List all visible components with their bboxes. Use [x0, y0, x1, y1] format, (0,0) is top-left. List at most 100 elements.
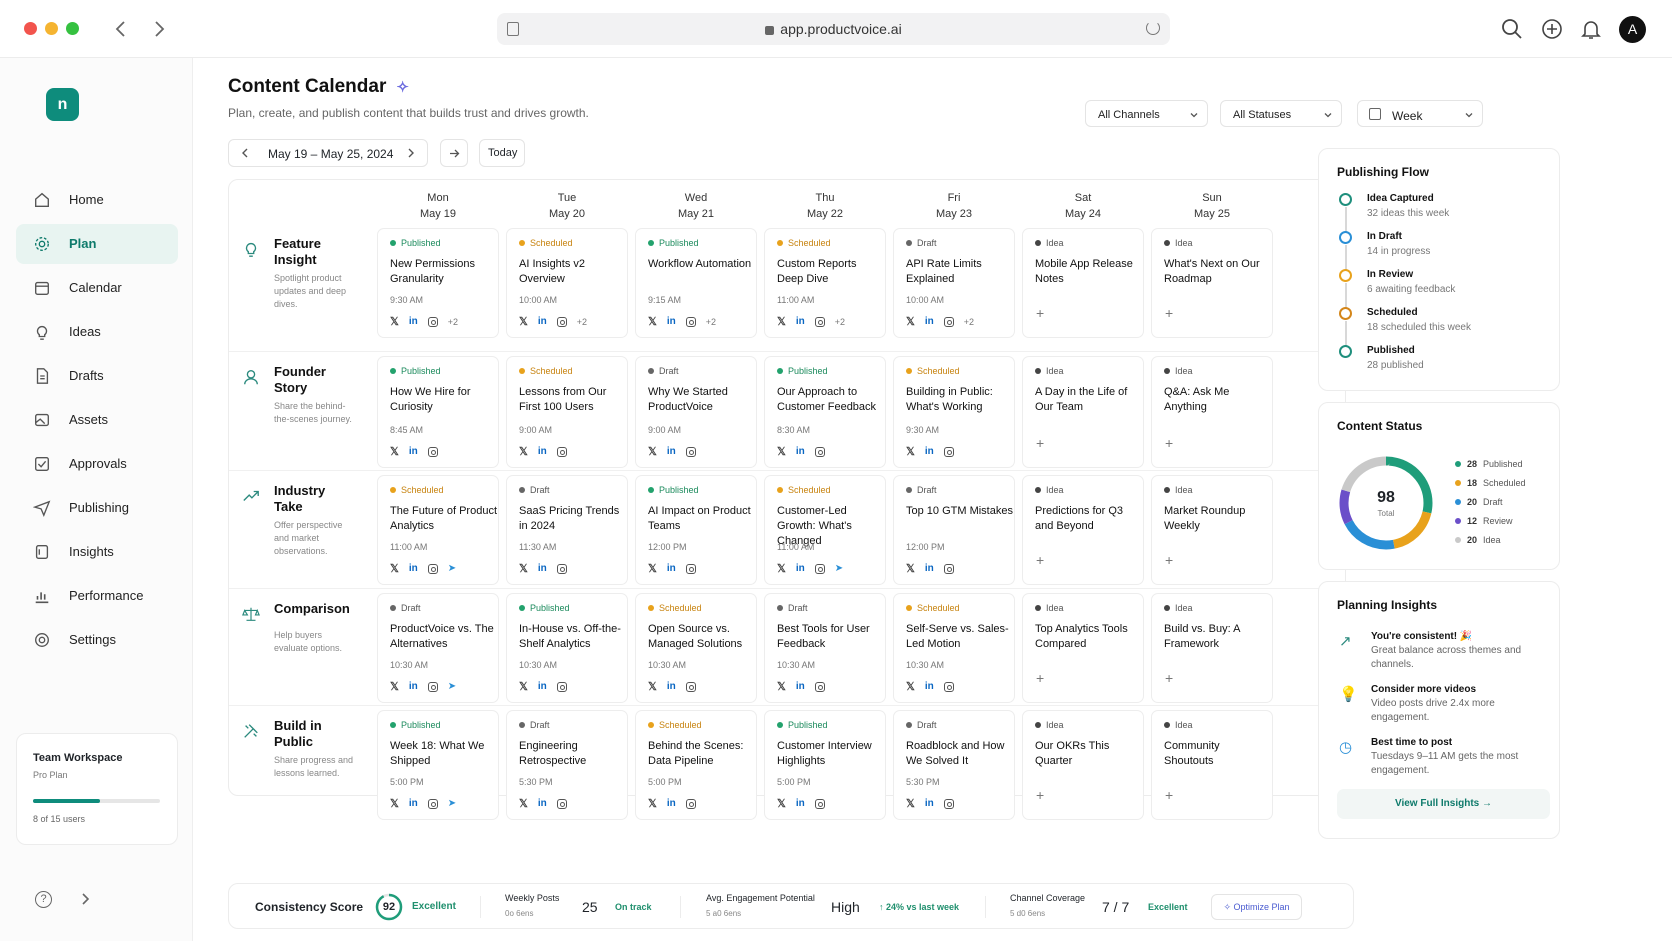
add-icon[interactable]: + — [1036, 670, 1045, 686]
instagram-icon[interactable] — [685, 446, 696, 457]
sidebar-item-assets[interactable]: Assets — [16, 400, 178, 440]
x-icon[interactable]: 𝕏 — [906, 316, 915, 328]
content-card[interactable]: Published Our Approach to Customer Feedba… — [764, 356, 886, 468]
linkedin-icon[interactable]: in — [537, 446, 547, 457]
instagram-icon[interactable] — [814, 446, 825, 457]
x-icon[interactable]: 𝕏 — [906, 798, 915, 810]
channels-filter[interactable]: All Channels — [1085, 100, 1208, 127]
x-icon[interactable]: 𝕏 — [519, 563, 528, 575]
jump-button[interactable] — [440, 139, 468, 167]
content-card[interactable]: Scheduled Building in Public: What's Work… — [893, 356, 1015, 468]
linkedin-icon[interactable]: in — [537, 681, 547, 692]
instagram-icon[interactable] — [943, 798, 954, 809]
instagram-icon[interactable] — [427, 681, 438, 692]
back-arrow-icon[interactable] — [110, 18, 132, 40]
instagram-icon[interactable] — [427, 798, 438, 809]
linkedin-icon[interactable]: in — [408, 798, 418, 809]
content-card[interactable]: Scheduled Behind the Scenes: Data Pipelin… — [635, 710, 757, 820]
instagram-icon[interactable] — [943, 681, 954, 692]
address-bar[interactable]: app.productvoice.ai — [497, 13, 1170, 45]
linkedin-icon[interactable]: in — [924, 798, 934, 809]
content-card[interactable]: Idea Predictions for Q3 and Beyond + — [1022, 475, 1144, 585]
content-card[interactable]: Published AI Impact on Product Teams 12:00… — [635, 475, 757, 585]
add-icon[interactable]: + — [1036, 435, 1045, 451]
linkedin-icon[interactable]: in — [666, 316, 676, 327]
add-icon[interactable]: + — [1165, 670, 1174, 686]
x-icon[interactable]: 𝕏 — [390, 563, 399, 575]
instagram-icon[interactable] — [427, 316, 438, 327]
content-card[interactable]: Draft SaaS Pricing Trends in 2024 11:30 AM… — [506, 475, 628, 585]
expand-sidebar-icon[interactable] — [78, 892, 92, 906]
sidebar-item-performance[interactable]: Performance — [16, 576, 178, 616]
instagram-icon[interactable] — [556, 681, 567, 692]
reload-icon[interactable] — [1146, 21, 1160, 35]
close-window-button[interactable] — [24, 22, 37, 35]
content-card[interactable]: Scheduled Customer-Led Growth: What's Cha… — [764, 475, 886, 585]
x-icon[interactable]: 𝕏 — [777, 681, 786, 693]
linkedin-icon[interactable]: in — [537, 798, 547, 809]
sidebar-item-home[interactable]: Home — [16, 180, 178, 220]
content-card[interactable]: Published Week 18: What We Shipped 5:00 PM… — [377, 710, 499, 820]
more-channels-count[interactable]: +2 — [705, 316, 717, 327]
linkedin-icon[interactable]: in — [795, 681, 805, 692]
linkedin-icon[interactable]: in — [795, 446, 805, 457]
minimize-window-button[interactable] — [45, 22, 58, 35]
x-icon[interactable]: 𝕏 — [648, 798, 657, 810]
search-icon[interactable] — [1500, 17, 1524, 41]
linkedin-icon[interactable]: in — [408, 681, 418, 692]
sidebar-item-plan[interactable]: Plan — [16, 224, 178, 264]
x-icon[interactable]: 𝕏 — [777, 316, 786, 328]
instagram-icon[interactable] — [685, 563, 696, 574]
add-icon[interactable]: + — [1036, 305, 1045, 321]
content-card[interactable]: Published How We Hire for Curiosity 8:45 A… — [377, 356, 499, 468]
more-channels-count[interactable]: +2 — [834, 316, 846, 327]
more-channels-count[interactable]: +2 — [576, 316, 588, 327]
content-card[interactable]: Draft ProductVoice vs. The Alternatives 10… — [377, 593, 499, 703]
content-card[interactable]: Idea Q&A: Ask Me Anything + — [1151, 356, 1273, 468]
workspace-card[interactable]: Team Workspace Pro Plan 8 of 15 users — [16, 733, 178, 845]
add-icon[interactable]: + — [1165, 552, 1174, 568]
sidebar-item-ideas[interactable]: Ideas — [16, 312, 178, 352]
x-icon[interactable]: 𝕏 — [648, 563, 657, 575]
instagram-icon[interactable] — [556, 563, 567, 574]
forward-arrow-icon[interactable] — [148, 18, 170, 40]
sidebar-item-calendar[interactable]: Calendar — [16, 268, 178, 308]
telegram-icon[interactable]: ➤ — [447, 681, 457, 692]
sidebar-item-approvals[interactable]: Approvals — [16, 444, 178, 484]
sidebar-item-drafts[interactable]: Drafts — [16, 356, 178, 396]
help-icon[interactable]: ? — [35, 891, 52, 908]
content-card[interactable]: Scheduled Custom Reports Deep Dive 11:00 A… — [764, 228, 886, 338]
add-icon[interactable]: + — [1036, 552, 1045, 568]
instagram-icon[interactable] — [814, 681, 825, 692]
statuses-filter[interactable]: All Statuses — [1220, 100, 1342, 127]
instagram-icon[interactable] — [814, 563, 825, 574]
linkedin-icon[interactable]: in — [537, 316, 547, 327]
more-channels-count[interactable]: +2 — [447, 316, 459, 327]
content-card[interactable]: Published Customer Interview Highlights 5:… — [764, 710, 886, 820]
content-card[interactable]: Idea What's Next on Our Roadmap + — [1151, 228, 1273, 338]
linkedin-icon[interactable]: in — [408, 563, 418, 574]
add-icon[interactable]: + — [1036, 787, 1045, 803]
instagram-icon[interactable] — [556, 446, 567, 457]
linkedin-icon[interactable]: in — [795, 798, 805, 809]
maximize-window-button[interactable] — [66, 22, 79, 35]
content-card[interactable]: Scheduled AI Insights v2 Overview 10:00 AM… — [506, 228, 628, 338]
x-icon[interactable]: 𝕏 — [777, 798, 786, 810]
linkedin-icon[interactable]: in — [408, 316, 418, 327]
content-card[interactable]: Scheduled The Future of Product Analytics… — [377, 475, 499, 585]
content-card[interactable]: Published In-House vs. Off-the-Shelf Anal… — [506, 593, 628, 703]
today-button[interactable]: Today — [479, 139, 525, 167]
content-card[interactable]: Idea Top Analytics Tools Compared + — [1022, 593, 1144, 703]
content-card[interactable]: Idea Community Shoutouts + — [1151, 710, 1273, 820]
telegram-icon[interactable]: ➤ — [447, 563, 457, 574]
content-card[interactable]: Idea Market Roundup Weekly + — [1151, 475, 1273, 585]
instagram-icon[interactable] — [685, 681, 696, 692]
app-logo[interactable]: n — [46, 88, 79, 121]
content-card[interactable]: Scheduled Self-Serve vs. Sales-Led Motion… — [893, 593, 1015, 703]
instagram-icon[interactable] — [427, 563, 438, 574]
prev-week-icon[interactable] — [240, 148, 250, 158]
